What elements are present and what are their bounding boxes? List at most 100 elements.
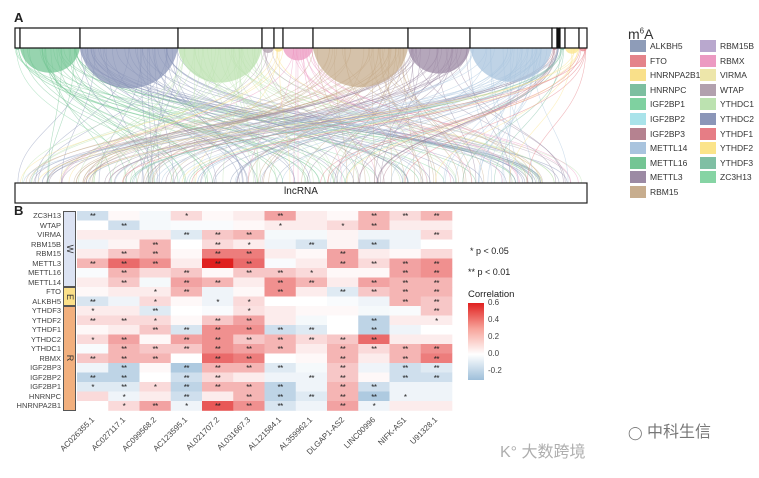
heatmap-cell <box>358 363 390 373</box>
legend-label: RBM15B <box>720 41 754 51</box>
significance-mark: ** <box>390 288 421 297</box>
legend-swatch <box>700 128 716 140</box>
row-label: METTL3 <box>3 259 61 268</box>
watermark-left-text: 大数跨境 <box>522 444 586 461</box>
heatmap-cell <box>108 297 140 307</box>
significance-mark: ** <box>140 250 171 259</box>
legend-label: RBM15 <box>650 187 678 197</box>
heatmap-cell <box>233 211 265 221</box>
significance-mark: * <box>171 402 202 411</box>
significance-mark: ** <box>390 298 421 307</box>
legend-label: FTO <box>650 56 667 66</box>
legend-swatch <box>630 171 646 183</box>
legend-swatch <box>630 84 646 96</box>
row-label: HNRNPC <box>3 392 61 401</box>
legend-label: WTAP <box>720 85 744 95</box>
significance-mark: ** <box>202 231 233 240</box>
significance-mark: ** <box>108 345 139 354</box>
significance-mark: * <box>140 288 171 297</box>
heatmap-cell <box>140 335 172 345</box>
heatmap-cell <box>296 316 328 326</box>
heatmap-cell <box>77 249 109 259</box>
significance-mark: * <box>233 307 264 316</box>
significance-mark: ** <box>358 345 389 354</box>
heatmap-cell <box>265 259 297 269</box>
significance-mark: ** <box>265 212 296 221</box>
legend-label: IGF2BP3 <box>650 129 685 139</box>
significance-mark: ** <box>108 222 139 231</box>
significance-mark: ** <box>390 279 421 288</box>
significance-mark: ** <box>77 298 108 307</box>
heatmap-cell <box>327 306 359 316</box>
significance-mark: ** <box>171 288 202 297</box>
significance-mark: ** <box>108 250 139 259</box>
heatmap-cell <box>171 240 203 250</box>
heatmap-cell <box>140 278 172 288</box>
heatmap-cell <box>358 297 390 307</box>
significance-mark: * <box>390 393 421 402</box>
heatmap-cell <box>296 221 328 231</box>
significance-mark: ** <box>233 402 264 411</box>
heatmap-cell <box>171 306 203 316</box>
significance-mark: ** <box>108 383 139 392</box>
significance-mark: ** <box>77 317 108 326</box>
significance-mark: * <box>77 383 108 392</box>
group-r: R <box>63 306 76 411</box>
significance-mark: ** <box>421 231 452 240</box>
row-label: HNRNPA2B1 <box>3 401 61 410</box>
legend-swatch <box>700 84 716 96</box>
legend-label: RBMX <box>720 56 745 66</box>
legend-label: YTHDC1 <box>720 99 754 109</box>
significance-mark: ** <box>140 345 171 354</box>
colorbar-tick: 0.2 <box>488 332 499 341</box>
heatmap-cell <box>77 325 109 335</box>
significance-mark: ** <box>108 269 139 278</box>
legend-label: METTL16 <box>650 158 687 168</box>
significance-mark: ** <box>390 374 421 383</box>
significance-mark: ** <box>421 212 452 221</box>
watermark-left: K° 大数跨境 <box>500 438 586 462</box>
heatmap-cell <box>77 268 109 278</box>
heatmap-cell <box>327 316 359 326</box>
heatmap-cell <box>233 373 265 383</box>
heatmap-cell <box>327 268 359 278</box>
heatmap-cell <box>233 278 265 288</box>
significance-mark: ** <box>233 355 264 364</box>
heatmap-cell <box>202 211 234 221</box>
heatmap-cell <box>296 354 328 364</box>
row-label: IGF2BP2 <box>3 373 61 382</box>
legend-swatch <box>630 98 646 110</box>
significance-mark: ** <box>358 241 389 250</box>
heatmap-cell <box>265 316 297 326</box>
significance-mark: ** <box>77 355 108 364</box>
m6a-segment <box>283 28 313 48</box>
m6a-segment <box>80 28 178 48</box>
lncrna-label: lncRNA <box>0 186 602 197</box>
significance-mark: * <box>140 317 171 326</box>
segment-arch <box>283 48 313 60</box>
significance-mark: ** <box>233 326 264 335</box>
significance-mark: * <box>358 402 389 411</box>
group-w: W <box>63 211 76 287</box>
significance-mark: ** <box>233 269 264 278</box>
m6a-segment <box>408 28 470 48</box>
significance-mark: ** <box>358 212 389 221</box>
heatmap-cell <box>202 392 234 402</box>
significance-mark: ** <box>265 345 296 354</box>
significance-mark: * <box>77 336 108 345</box>
legend-label: ALKBH5 <box>650 41 683 51</box>
heatmap-cell <box>296 287 328 297</box>
row-label: METTL16 <box>3 268 61 277</box>
significance-mark: ** <box>390 355 421 364</box>
significance-mark: ** <box>202 241 233 250</box>
significance-mark: ** <box>171 393 202 402</box>
heatmap-cell <box>296 259 328 269</box>
significance-mark: ** <box>171 383 202 392</box>
significance-mark: ** <box>202 317 233 326</box>
legend-swatch <box>630 128 646 140</box>
significance-mark: ** <box>171 336 202 345</box>
colorbar-tick: 0.4 <box>488 315 499 324</box>
significance-mark: ** <box>202 355 233 364</box>
legend-swatch <box>630 142 646 154</box>
group-label: E <box>65 293 75 299</box>
